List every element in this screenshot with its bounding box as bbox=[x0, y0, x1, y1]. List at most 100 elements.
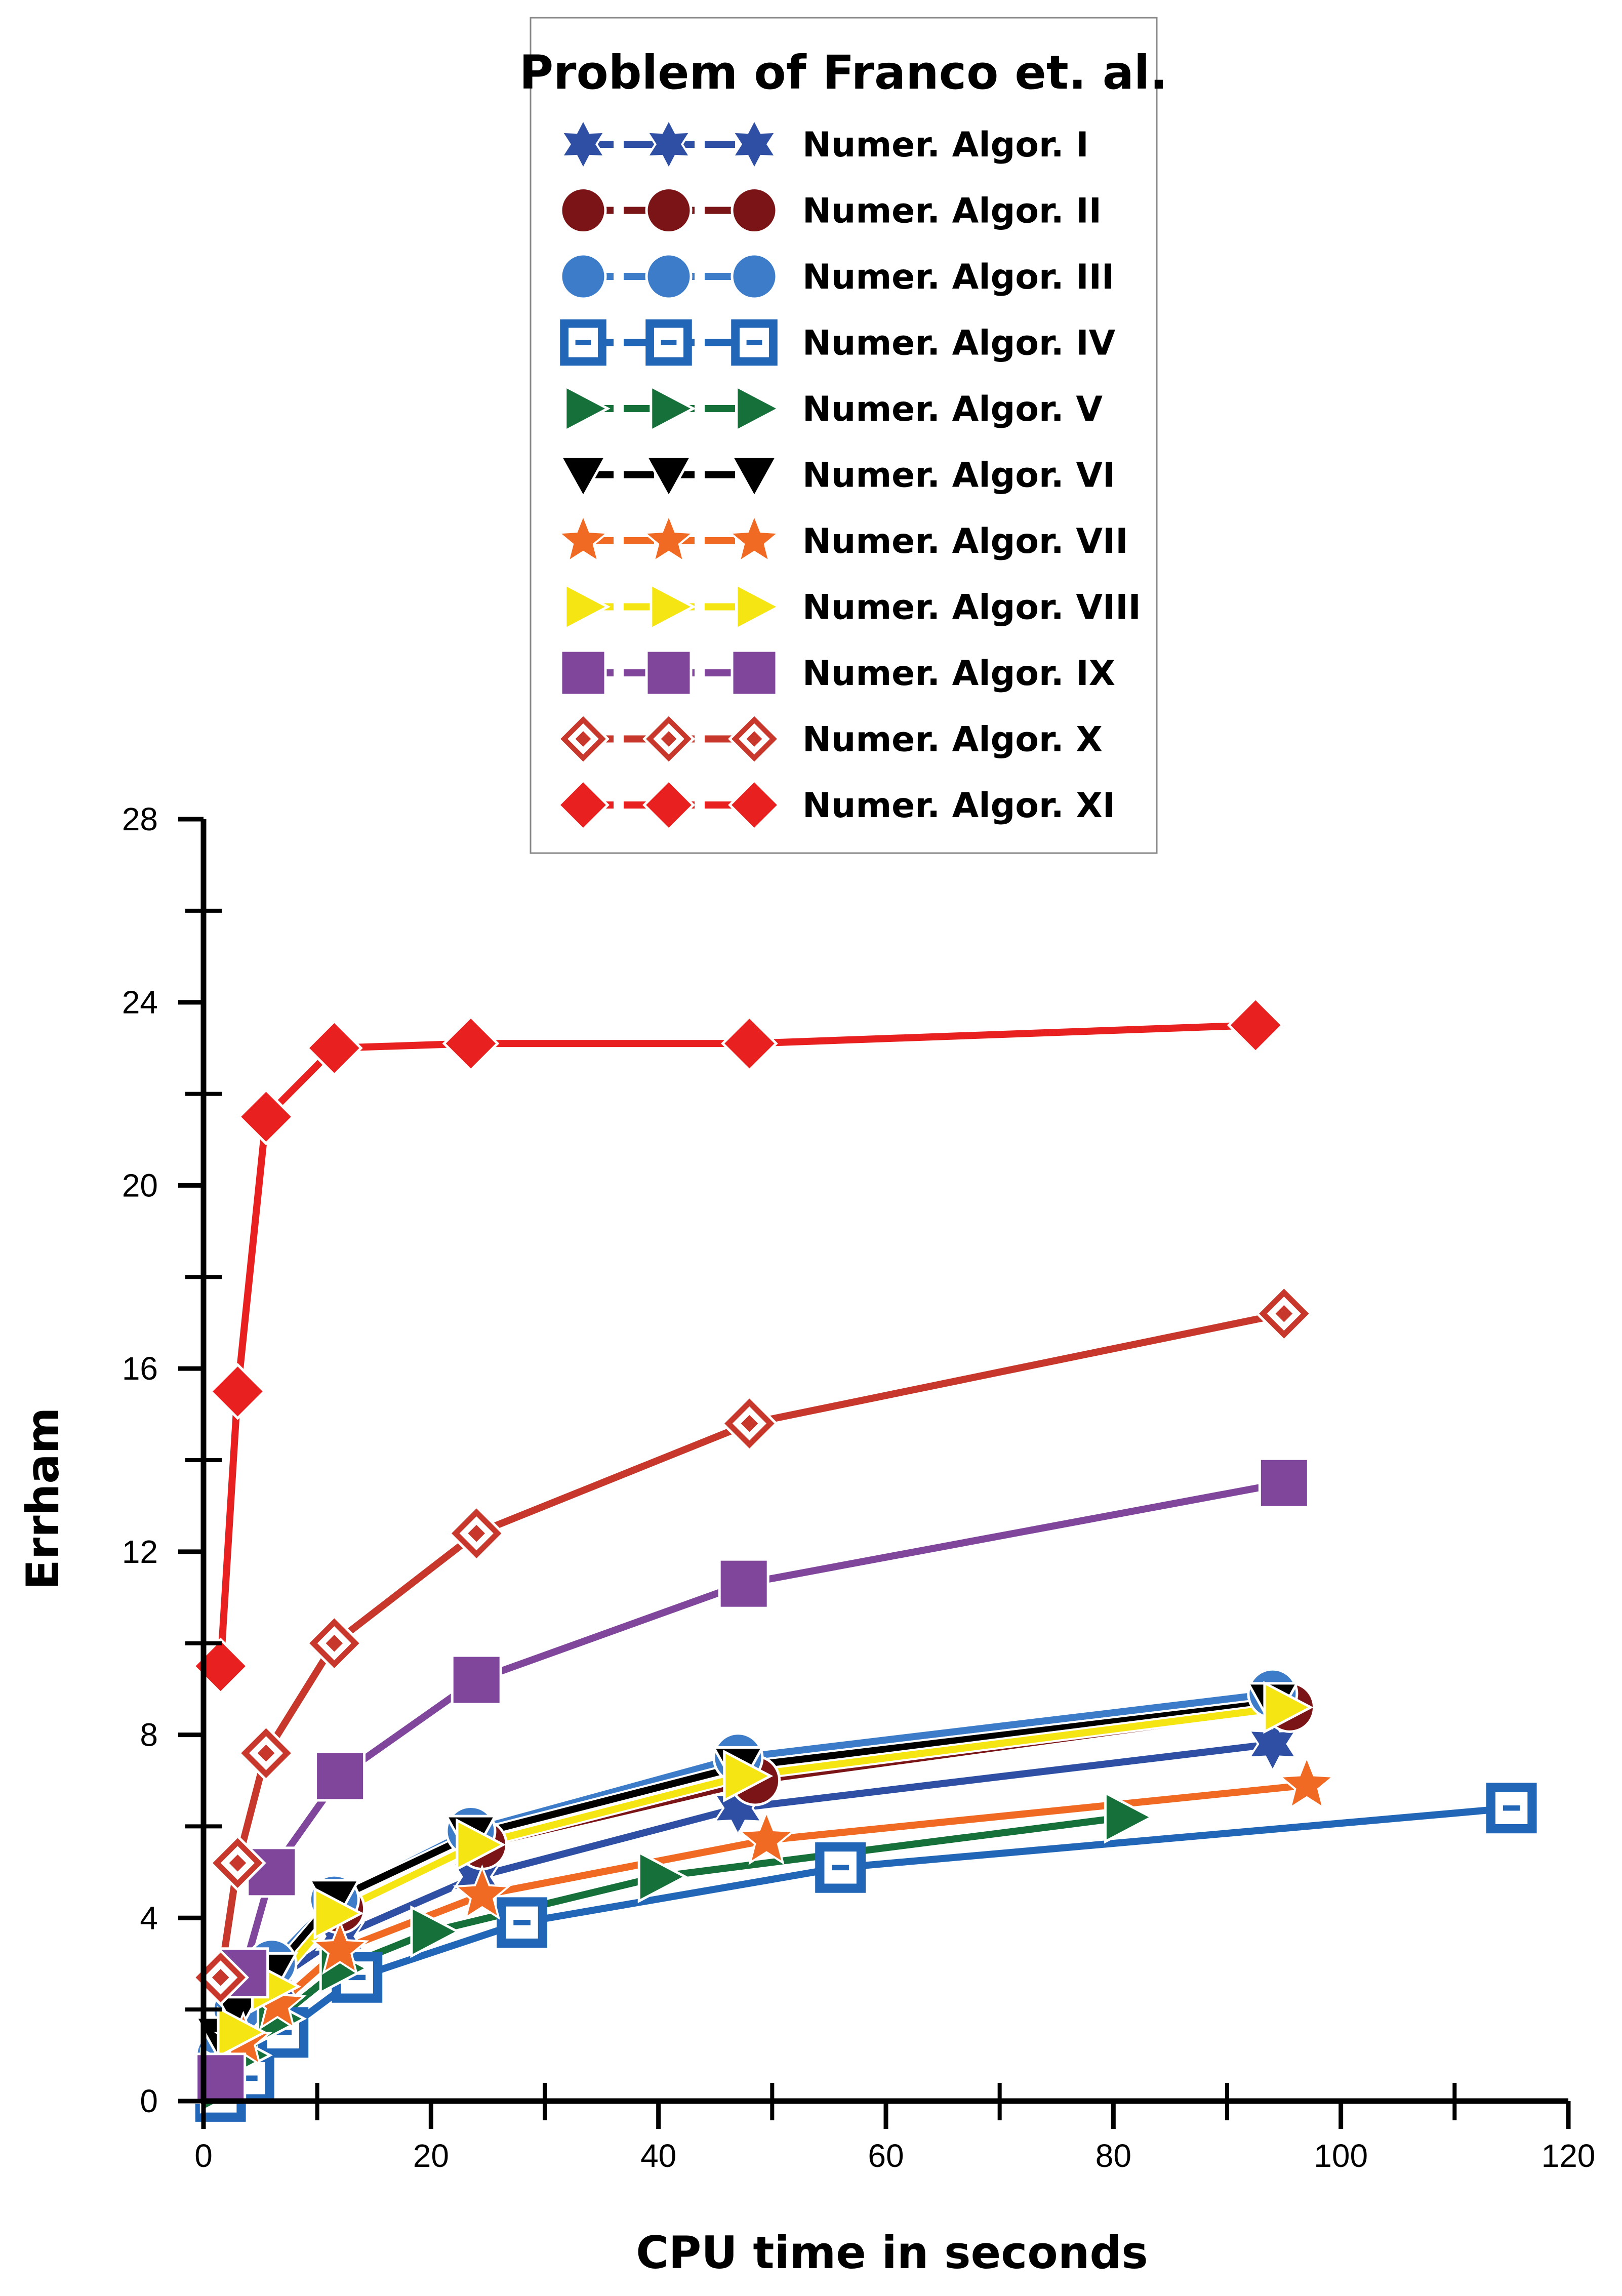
legend-item-numer-algor-vii: Numer. Algor. VII bbox=[556, 512, 1128, 564]
x-tick-label: 20 bbox=[413, 2138, 449, 2174]
legend-marker-numer-algor-vi bbox=[644, 455, 694, 500]
legend-label-numer-algor-ii: Numer. Algor. II bbox=[802, 191, 1102, 231]
data-point-numer-algor-x bbox=[192, 1949, 250, 2006]
legend-marker-numer-algor-iii bbox=[731, 253, 778, 300]
data-point-numer-algor-x-core bbox=[468, 1524, 485, 1542]
x-tick-label: 120 bbox=[1542, 2138, 1596, 2174]
legend-item-numer-algor-i: Numer. Algor. I bbox=[560, 117, 1089, 171]
legend-marker-numer-algor-x-core bbox=[746, 731, 762, 747]
data-point-numer-algor-ix bbox=[451, 1654, 502, 1706]
legend-item-numer-algor-xi: Numer. Algor. XI bbox=[557, 779, 1115, 831]
y-tick-label: 20 bbox=[122, 1167, 158, 1203]
legend-marker-numer-algor-x bbox=[728, 712, 781, 766]
data-point-numer-algor-ix bbox=[1258, 1457, 1310, 1509]
data-point-numer-algor-x bbox=[209, 1834, 266, 1892]
data-point-numer-algor-viii bbox=[456, 1818, 506, 1871]
legend: Problem of Franco et. al. Numer. Algor. … bbox=[519, 17, 1168, 854]
x-tick-label: 0 bbox=[194, 2138, 213, 2174]
legend-marker-numer-algor-viii bbox=[735, 582, 782, 631]
legend-label-numer-algor-iv: Numer. Algor. IV bbox=[802, 324, 1116, 364]
data-point-numer-algor-x-core bbox=[212, 1969, 229, 1986]
legend-marker-numer-algor-v bbox=[735, 384, 782, 433]
data-point-numer-algor-iv bbox=[497, 1897, 547, 1948]
legend-label-numer-algor-i: Numer. Algor. I bbox=[802, 125, 1089, 165]
legend-marker-numer-algor-i bbox=[560, 117, 606, 171]
legend-label-numer-algor-vii: Numer. Algor. VII bbox=[802, 521, 1128, 561]
data-point-numer-algor-xi bbox=[306, 1019, 363, 1077]
legend-marker-numer-algor-iii bbox=[645, 253, 693, 300]
y-tick-label: 8 bbox=[140, 1717, 158, 1753]
legend-marker-numer-algor-ix bbox=[731, 649, 778, 697]
data-point-numer-algor-xi bbox=[1227, 996, 1284, 1054]
data-point-numer-algor-ix bbox=[314, 1750, 366, 1802]
legend-item-numer-algor-iv: Numer. Algor. IV bbox=[560, 319, 1116, 366]
legend-marker-numer-algor-iv bbox=[560, 319, 606, 366]
x-tick-label: 100 bbox=[1314, 2138, 1368, 2174]
y-axis-label: Errham bbox=[17, 1407, 69, 1590]
legend-marker-numer-algor-vii bbox=[641, 512, 696, 564]
legend-marker-numer-algor-i bbox=[645, 117, 692, 171]
legend-marker-numer-algor-ii bbox=[645, 187, 693, 234]
legend-marker-numer-algor-ii bbox=[559, 187, 607, 234]
data-point-numer-algor-xi bbox=[237, 1088, 295, 1146]
y-tick-label: 12 bbox=[122, 1534, 158, 1570]
data-point-numer-algor-v bbox=[637, 1850, 688, 1904]
legend-marker-numer-algor-x-core bbox=[661, 731, 677, 747]
legend-label-numer-algor-xi: Numer. Algor. XI bbox=[802, 786, 1115, 826]
legend-item-numer-algor-ix: Numer. Algor. IX bbox=[559, 649, 1115, 697]
data-point-numer-algor-vii bbox=[453, 1864, 512, 1920]
data-point-numer-algor-x bbox=[721, 1395, 778, 1452]
data-point-numer-algor-viii bbox=[313, 1887, 364, 1940]
legend-marker-numer-algor-vi bbox=[729, 455, 779, 500]
plot-markers bbox=[191, 996, 1537, 2122]
legend-marker-numer-algor-x bbox=[642, 712, 695, 766]
legend-item-numer-algor-viii: Numer. Algor. VIII bbox=[564, 582, 1141, 631]
data-point-numer-algor-xi bbox=[209, 1363, 266, 1420]
x-axis-label: CPU time in seconds bbox=[636, 2227, 1148, 2279]
legend-label-numer-algor-v: Numer. Algor. V bbox=[802, 389, 1103, 429]
data-point-numer-algor-iv bbox=[815, 1842, 866, 1893]
y-tick-label: 16 bbox=[122, 1350, 158, 1387]
legend-label-numer-algor-viii: Numer. Algor. VIII bbox=[802, 588, 1141, 628]
legend-marker-numer-algor-xi bbox=[642, 779, 695, 831]
legend-item-numer-algor-x: Numer. Algor. X bbox=[557, 712, 1103, 766]
data-point-numer-algor-viii bbox=[1263, 1681, 1314, 1734]
legend-label-numer-algor-x: Numer. Algor. X bbox=[802, 720, 1103, 760]
data-point-numer-algor-v bbox=[410, 1905, 461, 1958]
legend-item-numer-algor-v: Numer. Algor. V bbox=[564, 384, 1103, 433]
x-tick-label: 80 bbox=[1096, 2138, 1131, 2174]
legend-title: Problem of Franco et. al. bbox=[519, 46, 1168, 100]
y-tick-label: 4 bbox=[140, 1900, 158, 1936]
legend-marker-numer-algor-iv bbox=[645, 319, 692, 366]
legend-marker-numer-algor-xi bbox=[728, 779, 781, 831]
legend-item-numer-algor-ii: Numer. Algor. II bbox=[559, 187, 1102, 234]
x-tick-label: 40 bbox=[640, 2138, 676, 2174]
data-point-numer-algor-v bbox=[1104, 1791, 1154, 1844]
data-point-numer-algor-x-core bbox=[1275, 1305, 1293, 1322]
legend-marker-numer-algor-viii bbox=[650, 582, 696, 631]
legend-item-numer-algor-iii: Numer. Algor. III bbox=[559, 253, 1114, 300]
legend-marker-numer-algor-ix bbox=[559, 649, 607, 697]
legend-marker-numer-algor-viii bbox=[564, 582, 611, 631]
data-point-numer-algor-xi bbox=[442, 1015, 500, 1072]
legend-marker-numer-algor-iii bbox=[559, 253, 607, 300]
data-point-numer-algor-vii bbox=[737, 1809, 796, 1865]
data-point-numer-algor-viii bbox=[217, 2006, 267, 2059]
data-point-numer-algor-x-core bbox=[326, 1634, 343, 1652]
legend-marker-numer-algor-v bbox=[564, 384, 611, 433]
data-point-numer-algor-vii bbox=[310, 1919, 370, 1975]
legend-marker-numer-algor-x bbox=[557, 712, 610, 766]
x-tick-label: 60 bbox=[868, 2138, 904, 2174]
data-point-numer-algor-x-core bbox=[229, 1854, 247, 1872]
legend-items: Numer. Algor. I Numer. Algor. II Numer. Al… bbox=[556, 117, 1141, 831]
legend-marker-numer-algor-vi bbox=[558, 455, 608, 500]
y-tick-label: 28 bbox=[122, 801, 158, 837]
data-point-numer-algor-ix bbox=[718, 1558, 769, 1609]
data-point-numer-algor-x bbox=[306, 1615, 363, 1672]
legend-marker-numer-algor-ix bbox=[645, 649, 693, 697]
data-point-numer-algor-x-core bbox=[257, 1744, 275, 1762]
legend-marker-numer-algor-ii bbox=[731, 187, 778, 234]
data-point-numer-algor-x bbox=[1255, 1285, 1313, 1342]
data-point-numer-algor-x bbox=[448, 1505, 505, 1562]
